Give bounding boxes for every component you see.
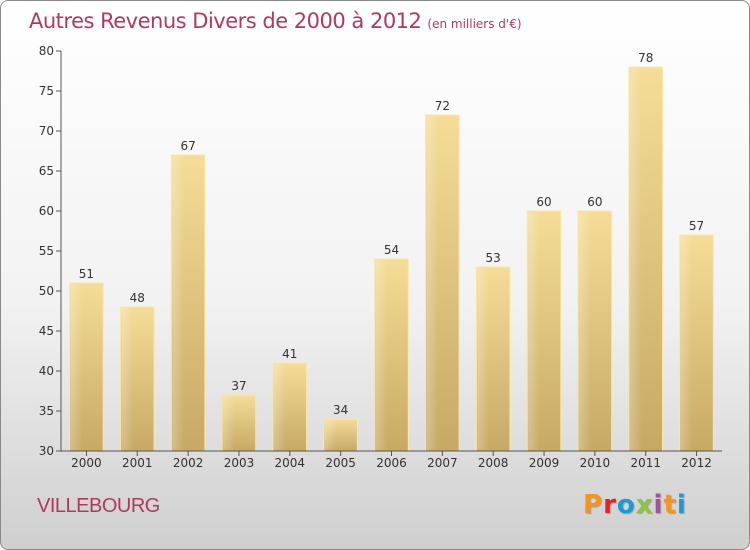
y-tick-label: 40 xyxy=(39,364,54,378)
y-tick-label: 60 xyxy=(39,204,54,218)
y-tick-label: 45 xyxy=(39,324,54,338)
data-label-2010: 60 xyxy=(587,195,602,209)
bar-highlight xyxy=(375,260,388,450)
logo-letter: i xyxy=(676,490,687,520)
data-label-2002: 67 xyxy=(180,139,195,153)
bar-highlight xyxy=(426,116,439,450)
logo-letter: r xyxy=(603,490,617,520)
bar-highlight xyxy=(70,284,83,450)
x-tick-label: 2002 xyxy=(173,456,204,470)
data-label-2001: 48 xyxy=(130,291,145,305)
bar-highlight xyxy=(477,268,490,450)
y-tick-label: 30 xyxy=(39,444,54,458)
logo-letter: P xyxy=(583,490,604,520)
data-label-2011: 78 xyxy=(638,51,653,65)
y-axis: 30 35 40 45 50 55 60 65 70 75 80 xyxy=(39,44,62,458)
data-label-2009: 60 xyxy=(536,195,551,209)
data-label-2000: 51 xyxy=(79,267,94,281)
logo-letter: i xyxy=(653,490,664,520)
bar-highlight xyxy=(629,68,642,450)
bars: 51 48 67 37 41 34 54 72 53 60 60 78 57 xyxy=(69,51,714,452)
y-tick-label: 55 xyxy=(39,244,54,258)
x-tick-label: 2006 xyxy=(376,456,407,470)
data-label-2012: 57 xyxy=(689,219,704,233)
data-label-2003: 37 xyxy=(231,379,246,393)
bar-highlight xyxy=(223,396,235,450)
x-tick-label: 2003 xyxy=(224,456,255,470)
bar-highlight xyxy=(274,364,286,450)
y-tick-label: 80 xyxy=(39,44,54,58)
bar-highlight xyxy=(172,156,185,450)
x-tick-label: 2009 xyxy=(529,456,560,470)
logo-letter: o xyxy=(616,490,636,520)
logo-letter: t xyxy=(663,490,677,520)
chart-unit: (en milliers d'€) xyxy=(427,17,522,31)
x-tick-label: 2007 xyxy=(427,456,458,470)
x-tick-label: 2001 xyxy=(122,456,153,470)
x-axis: 2000 2001 2002 2003 2004 2005 2006 2007 2008 2009… xyxy=(61,450,722,470)
bar-highlight xyxy=(121,308,134,450)
bar-highlight xyxy=(579,212,591,450)
bar-highlight xyxy=(324,420,337,450)
x-tick-label: 2004 xyxy=(275,456,306,470)
data-label-2008: 53 xyxy=(486,251,501,265)
data-label-2007: 72 xyxy=(435,99,450,113)
chart-title-text: Autres Revenus Divers de 2000 à 2012 xyxy=(29,9,422,33)
data-label-2006: 54 xyxy=(384,243,399,257)
x-tick-label: 2008 xyxy=(478,456,509,470)
x-tick-label: 2005 xyxy=(325,456,356,470)
y-tick-label: 75 xyxy=(39,84,54,98)
data-label-2005: 34 xyxy=(333,403,348,417)
bar-highlight xyxy=(528,212,541,450)
y-tick-label: 50 xyxy=(39,284,54,298)
x-tick-label: 2012 xyxy=(681,456,712,470)
x-tick-label: 2011 xyxy=(630,456,661,470)
y-tick-label: 35 xyxy=(39,404,54,418)
y-tick-label: 70 xyxy=(39,124,54,138)
x-tick-label: 2010 xyxy=(580,456,611,470)
data-label-2004: 41 xyxy=(282,347,297,361)
logo-letter: x xyxy=(635,490,654,520)
chart-title: Autres Revenus Divers de 2000 à 2012 (en … xyxy=(29,9,522,33)
bar-highlight xyxy=(680,236,693,450)
commune-name: VILLEBOURG xyxy=(37,495,160,517)
x-tick-label: 2000 xyxy=(71,456,102,470)
y-tick-label: 65 xyxy=(39,164,54,178)
proxiti-logo[interactable]: Proxiti xyxy=(583,490,687,520)
